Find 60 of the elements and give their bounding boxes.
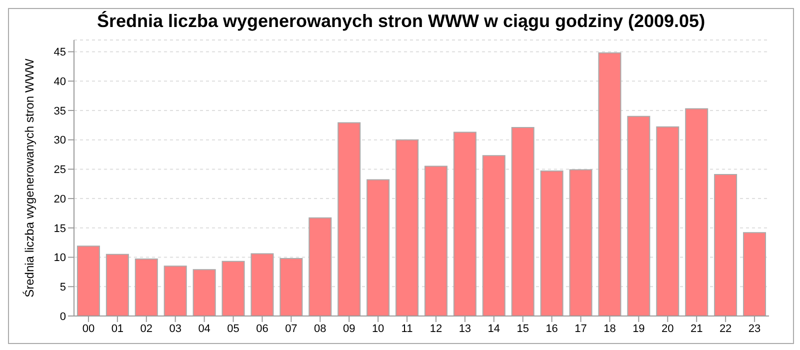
bar (164, 266, 187, 316)
x-tick-label: 10 (372, 322, 384, 335)
bar (569, 169, 592, 316)
bar (280, 258, 303, 316)
x-tick-label: 15 (516, 322, 529, 335)
bar (366, 179, 390, 316)
x-tick-label: 19 (632, 322, 645, 335)
bar (453, 132, 476, 316)
y-tick-label: 30 (54, 134, 66, 147)
x-tick-label: 12 (430, 322, 442, 335)
x-tick-label: 08 (314, 322, 326, 335)
y-tick-label: 5 (60, 282, 66, 294)
bar (598, 52, 622, 316)
bar (76, 246, 100, 316)
bar (540, 170, 564, 316)
y-tick-label: 40 (54, 76, 66, 88)
y-axis-title: Średnia liczba wygenerowanych stron WWW (22, 58, 36, 298)
x-tick-label: 05 (227, 322, 240, 335)
bar (424, 166, 448, 316)
bar (192, 269, 216, 316)
x-tick-label: 03 (169, 322, 182, 335)
x-tick-label: 14 (488, 322, 500, 335)
chart-title: Średnia liczba wygenerowanych stron WWW w ciągu godziny (2009.05) (96, 11, 706, 32)
x-tick-label: 07 (285, 322, 298, 335)
x-tick-label: 13 (458, 322, 472, 335)
x-tick-label: 16 (546, 322, 558, 335)
bar (338, 122, 361, 316)
x-tick-label: 22 (719, 322, 732, 335)
x-tick-label: 00 (82, 322, 95, 335)
x-tick-label: 09 (342, 322, 356, 335)
bar (106, 254, 129, 316)
x-tick-label: 11 (401, 322, 413, 335)
bar (308, 217, 332, 316)
x-tick-label: 21 (690, 322, 703, 335)
bar (250, 253, 274, 316)
x-tick-label: 18 (604, 322, 616, 335)
bar (482, 155, 506, 316)
y-tick-label: 15 (54, 222, 66, 235)
y-tick-label: 10 (54, 252, 66, 264)
x-tick-label: 04 (198, 322, 210, 335)
bar (743, 232, 766, 316)
bar (685, 108, 708, 316)
bar (511, 127, 534, 316)
x-tick-label: 02 (140, 322, 153, 335)
y-tick-label: 0 (60, 310, 66, 323)
bar (134, 258, 158, 316)
x-tick-label: 17 (574, 322, 587, 335)
x-tick-label: 20 (662, 322, 674, 335)
y-tick-label: 25 (54, 164, 66, 176)
x-tick-label: 06 (256, 322, 268, 335)
y-tick-label: 35 (54, 105, 66, 118)
bar (396, 139, 419, 316)
y-tick-label: 20 (54, 193, 66, 206)
bar (656, 126, 680, 316)
x-tick-label: 23 (748, 322, 761, 335)
bar (222, 260, 245, 316)
bar (714, 174, 738, 316)
x-tick-label: 01 (111, 322, 124, 335)
y-tick-label: 45 (54, 46, 66, 59)
bar (627, 116, 650, 316)
